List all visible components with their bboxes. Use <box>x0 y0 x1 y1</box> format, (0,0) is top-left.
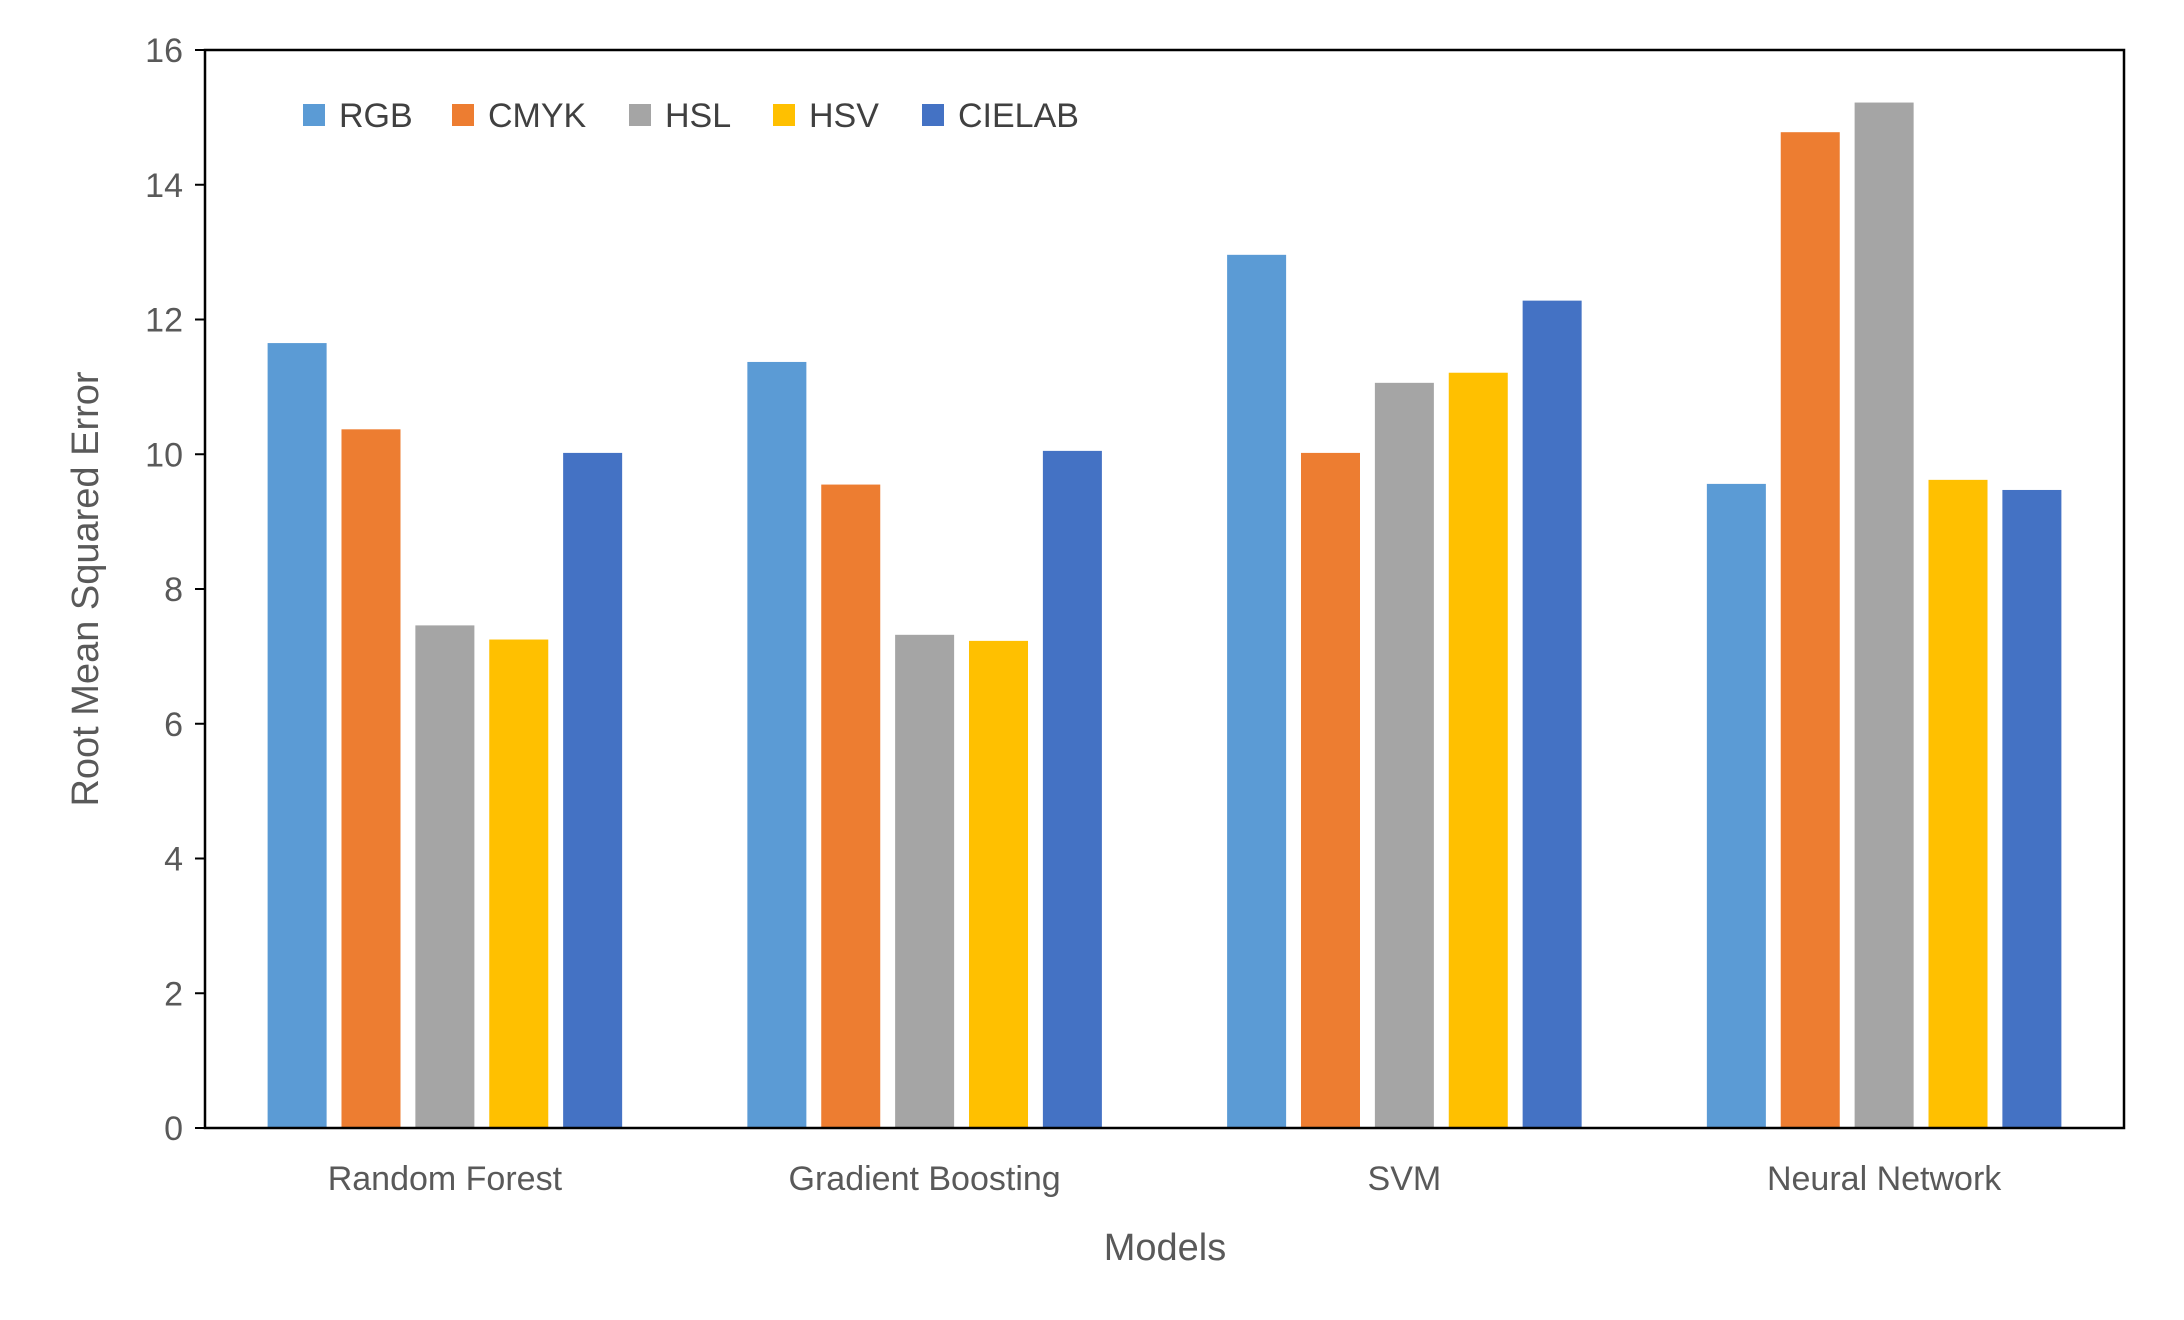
y-tick-label: 14 <box>145 167 183 205</box>
y-tick-label: 12 <box>145 302 183 340</box>
bar-hsv-3 <box>1928 479 1988 1128</box>
y-tick-label: 8 <box>164 571 183 609</box>
bar-hsl-1 <box>895 634 955 1128</box>
legend-label-cielab: CIELAB <box>958 97 1079 135</box>
bar-rgb-2 <box>1227 254 1287 1128</box>
bar-cmyk-0 <box>341 429 401 1128</box>
bar-cmyk-3 <box>1780 132 1840 1128</box>
bar-cmyk-2 <box>1300 452 1360 1129</box>
x-axis: Random Forest Gradient Boosting SVM Neural … <box>328 1160 2003 1198</box>
legend-swatch-hsv <box>773 104 795 126</box>
legend-swatch-hsl <box>629 104 651 126</box>
legend-swatch-cielab <box>922 104 944 126</box>
legend-swatch-cmyk <box>452 104 474 126</box>
x-tick-label: SVM <box>1368 1160 1442 1198</box>
bar-hsv-0 <box>489 639 549 1128</box>
x-axis-title: Models <box>1104 1227 1227 1269</box>
legend: RGB CMYK HSL HSV CIELAB <box>303 97 1079 135</box>
y-tick-label: 4 <box>164 841 183 879</box>
y-axis: 0 2 4 6 8 10 12 14 16 <box>145 32 205 1148</box>
x-tick-label: Gradient Boosting <box>789 1160 1061 1198</box>
y-axis-title: Root Mean Squared Error <box>65 371 107 806</box>
legend-label-cmyk: CMYK <box>488 97 587 135</box>
x-tick-label: Neural Network <box>1767 1160 2002 1198</box>
bar-hsv-1 <box>969 640 1029 1128</box>
legend-label-hsl: HSL <box>665 97 731 135</box>
bar-rgb-1 <box>747 361 807 1128</box>
bar-cmyk-1 <box>821 484 881 1129</box>
bar-rgb-3 <box>1706 483 1766 1128</box>
bars-layer <box>267 102 2062 1129</box>
y-tick-label: 10 <box>145 436 183 474</box>
legend-label-rgb: RGB <box>339 97 413 135</box>
y-tick-label: 0 <box>164 1110 183 1148</box>
bar-hsv-2 <box>1448 372 1508 1128</box>
y-tick-label: 6 <box>164 706 183 744</box>
bar-cielab-2 <box>1522 300 1582 1128</box>
bar-hsl-3 <box>1854 102 1914 1129</box>
y-tick-label: 2 <box>164 975 183 1013</box>
legend-swatch-rgb <box>303 104 325 126</box>
bar-cielab-3 <box>2002 489 2062 1128</box>
y-tick-label: 16 <box>145 32 183 70</box>
bar-rgb-0 <box>267 343 327 1128</box>
bar-hsl-0 <box>415 625 475 1128</box>
legend-label-hsv: HSV <box>809 97 879 135</box>
bar-cielab-1 <box>1042 450 1102 1129</box>
bar-cielab-0 <box>563 452 623 1129</box>
bar-hsl-2 <box>1374 382 1434 1128</box>
x-tick-label: Random Forest <box>328 1160 563 1198</box>
